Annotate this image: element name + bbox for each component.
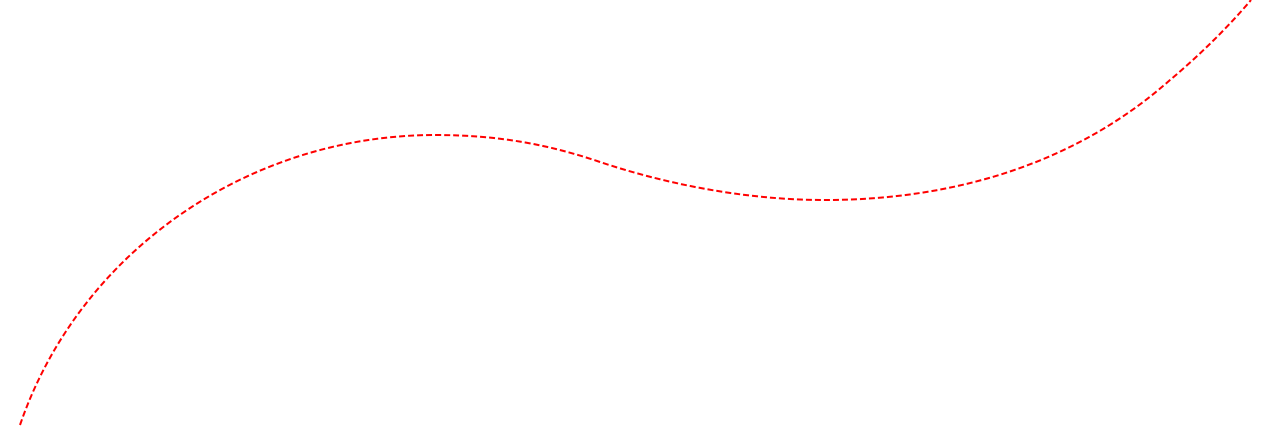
dashed-curve bbox=[19, 0, 1252, 426]
